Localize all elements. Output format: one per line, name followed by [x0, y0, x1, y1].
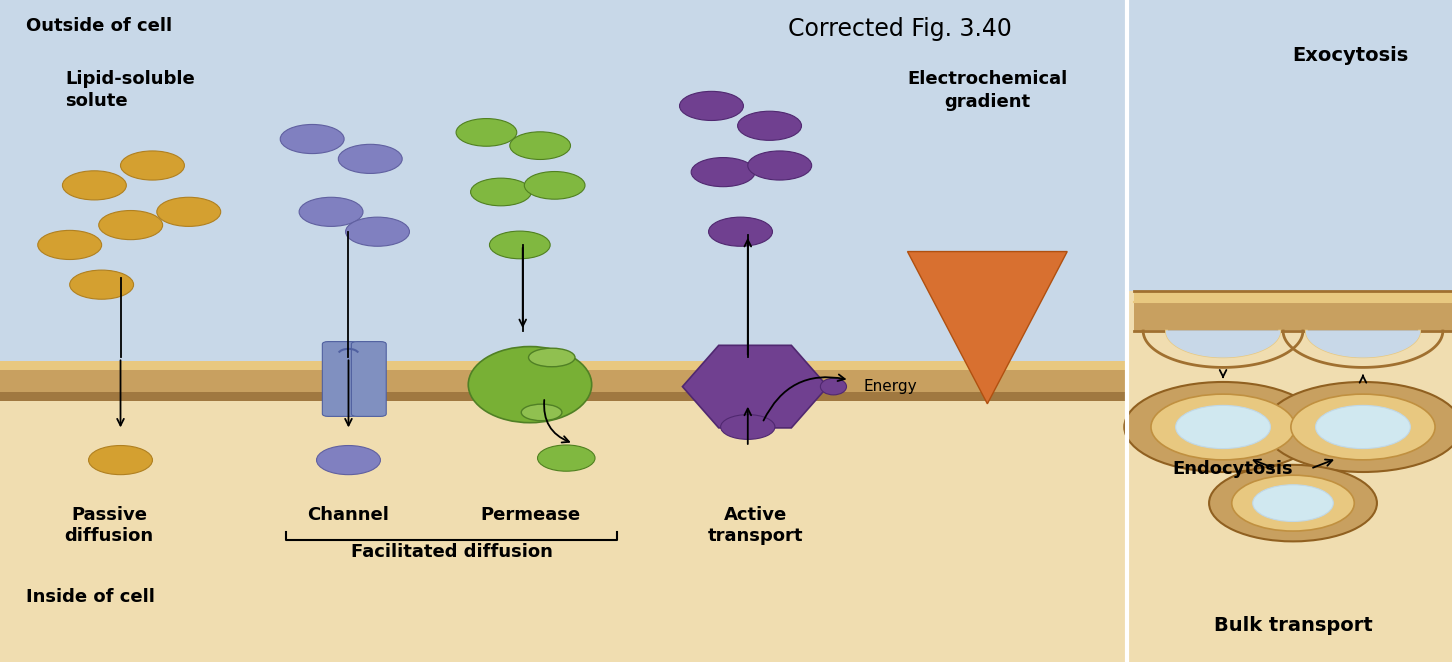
Text: Active
transport: Active transport	[707, 506, 803, 545]
Circle shape	[1291, 394, 1435, 460]
Text: Corrected Fig. 3.40: Corrected Fig. 3.40	[788, 17, 1012, 40]
Text: Outside of cell: Outside of cell	[26, 17, 173, 34]
Circle shape	[691, 158, 755, 187]
Circle shape	[1210, 465, 1376, 542]
Circle shape	[738, 111, 802, 140]
Circle shape	[1316, 405, 1410, 449]
Polygon shape	[1143, 331, 1302, 367]
Circle shape	[299, 197, 363, 226]
Text: Permease: Permease	[481, 506, 579, 524]
Text: Inside of cell: Inside of cell	[26, 588, 155, 606]
Circle shape	[680, 91, 743, 120]
Circle shape	[317, 446, 380, 475]
Text: Passive
diffusion: Passive diffusion	[64, 506, 154, 545]
Bar	[0, 392, 1127, 401]
Circle shape	[70, 270, 134, 299]
Polygon shape	[1307, 331, 1420, 357]
Text: Channel: Channel	[308, 506, 389, 524]
Circle shape	[38, 230, 102, 260]
Circle shape	[280, 124, 344, 154]
Circle shape	[1151, 394, 1295, 460]
Circle shape	[748, 151, 812, 180]
Polygon shape	[1166, 331, 1279, 357]
Circle shape	[157, 197, 221, 226]
Circle shape	[338, 144, 402, 173]
Bar	[0, 361, 1127, 369]
Circle shape	[709, 217, 772, 246]
Text: Exocytosis: Exocytosis	[1292, 46, 1408, 66]
Circle shape	[121, 151, 184, 180]
FancyBboxPatch shape	[351, 342, 386, 416]
Circle shape	[537, 445, 595, 471]
Ellipse shape	[521, 404, 562, 421]
Bar	[1127, 291, 1452, 662]
Text: Energy: Energy	[864, 379, 918, 394]
Circle shape	[62, 171, 126, 200]
Circle shape	[1253, 485, 1333, 522]
Circle shape	[456, 118, 517, 146]
Bar	[0, 401, 1127, 662]
Circle shape	[720, 414, 775, 440]
Circle shape	[1231, 475, 1355, 531]
Circle shape	[489, 231, 550, 259]
Ellipse shape	[529, 348, 575, 367]
Text: Endocytosis: Endocytosis	[1172, 460, 1292, 478]
Circle shape	[346, 217, 409, 246]
Circle shape	[470, 178, 531, 206]
Ellipse shape	[468, 347, 592, 423]
Circle shape	[1124, 382, 1321, 472]
Text: Electrochemical
gradient: Electrochemical gradient	[908, 70, 1067, 111]
Bar	[1134, 291, 1452, 331]
Circle shape	[524, 171, 585, 199]
Text: Bulk transport: Bulk transport	[1214, 616, 1372, 635]
Ellipse shape	[820, 379, 847, 395]
Text: Facilitated diffusion: Facilitated diffusion	[350, 543, 553, 561]
Bar	[0, 361, 1127, 401]
Circle shape	[1265, 382, 1452, 472]
Polygon shape	[908, 252, 1067, 404]
Bar	[1134, 291, 1452, 303]
Polygon shape	[1284, 331, 1443, 367]
Bar	[1127, 0, 1452, 662]
Bar	[0, 0, 1127, 662]
Circle shape	[1176, 405, 1270, 449]
Circle shape	[99, 211, 163, 240]
Circle shape	[89, 446, 152, 475]
Circle shape	[510, 132, 571, 160]
FancyBboxPatch shape	[322, 342, 357, 416]
Text: Lipid-soluble
solute: Lipid-soluble solute	[65, 70, 195, 110]
Polygon shape	[682, 346, 828, 428]
